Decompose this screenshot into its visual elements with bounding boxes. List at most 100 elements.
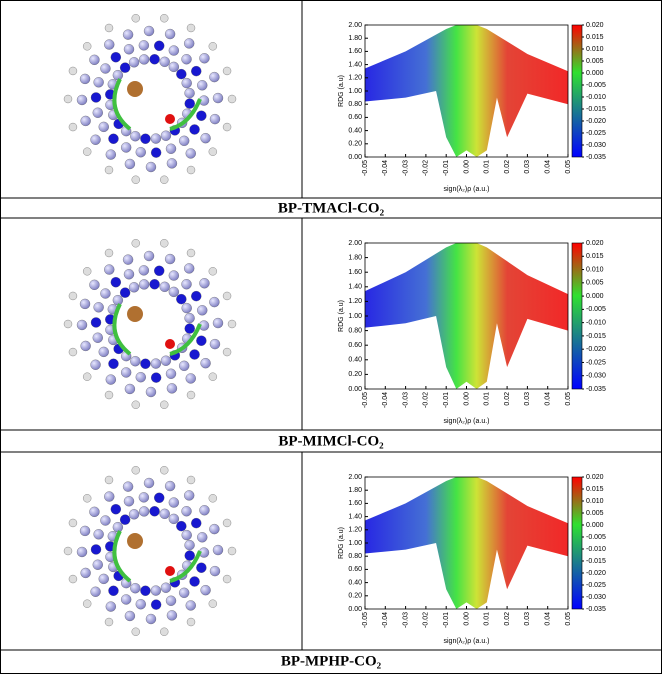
atom	[90, 359, 101, 370]
atom	[123, 269, 135, 280]
atom	[104, 165, 114, 175]
colorbar-tick-label: -0.035	[586, 606, 606, 613]
colorbar-tick-label: -0.020	[586, 570, 606, 577]
atom	[184, 490, 195, 501]
atom	[68, 574, 78, 584]
atom	[63, 546, 73, 556]
x-tick-label: -0.05	[362, 160, 369, 176]
atom	[90, 134, 101, 145]
colorbar-tick-label: -0.020	[586, 346, 606, 353]
atom	[191, 290, 202, 302]
atom	[150, 599, 162, 610]
atom	[122, 254, 134, 265]
atom	[186, 475, 196, 485]
atom	[63, 94, 73, 104]
y-tick-label: 1.60	[348, 500, 362, 507]
atom	[83, 42, 92, 51]
atom	[145, 386, 157, 398]
atom	[108, 133, 119, 144]
atom	[131, 466, 140, 475]
colorbar-tick-label: 0.005	[586, 280, 604, 287]
y-tick-label: 1.20	[348, 298, 362, 305]
y-axis-label: RDG (a.u)	[338, 300, 345, 332]
atom	[138, 40, 150, 51]
atom	[160, 175, 169, 184]
caption: BP-MIMCl-CO₂	[278, 433, 384, 449]
atom	[189, 124, 200, 135]
atom	[76, 94, 88, 106]
atom	[212, 544, 224, 556]
atom	[166, 610, 178, 621]
atom	[128, 282, 140, 293]
atom	[100, 515, 111, 526]
atom	[200, 585, 211, 596]
atom	[222, 347, 232, 357]
colorbar-tick-label: 0.010	[586, 266, 604, 273]
atom	[93, 302, 104, 313]
atom	[68, 518, 78, 528]
colorbar-tick-label: -0.020	[586, 118, 606, 125]
atom	[184, 539, 195, 551]
colorbar-tick-label: -0.035	[586, 154, 606, 161]
atom	[98, 346, 109, 358]
atom	[124, 610, 136, 622]
y-tick-label: 2.00	[348, 22, 362, 29]
atom	[160, 355, 172, 366]
interaction-surface	[112, 78, 202, 131]
atom	[209, 71, 220, 83]
y-axis-label: RDG (a.u)	[338, 75, 345, 107]
atom	[112, 295, 124, 306]
atom	[131, 239, 140, 248]
x-tick-label: -0.01	[443, 612, 450, 628]
atom	[128, 57, 140, 68]
atom	[131, 14, 140, 23]
atom	[189, 576, 200, 587]
atom	[108, 358, 119, 369]
atom	[79, 298, 91, 310]
x-tick-label: 0.02	[504, 160, 511, 174]
atom	[104, 491, 115, 502]
x-tick-label: -0.03	[402, 612, 409, 628]
atom	[92, 559, 103, 570]
atom	[184, 263, 195, 274]
atom	[181, 54, 192, 65]
atom	[76, 546, 88, 558]
atom	[80, 567, 91, 579]
colorbar-tick-label: -0.030	[586, 142, 606, 149]
x-tick-label: 0.05	[565, 612, 572, 626]
rdg-cloud	[365, 243, 568, 389]
atom	[138, 492, 150, 503]
atom	[165, 368, 177, 379]
atom	[227, 546, 237, 556]
atom	[138, 54, 150, 65]
atom	[208, 372, 217, 381]
rdg-cloud	[365, 477, 568, 609]
x-tick-label: -0.03	[402, 160, 409, 176]
atom	[166, 383, 178, 394]
atom	[154, 40, 165, 51]
x-tick-label: 0.00	[463, 160, 470, 174]
colorbar-tick-label: 0.005	[586, 510, 604, 517]
atom	[208, 42, 217, 51]
y-tick-label: 1.40	[348, 284, 362, 291]
x-tick-label: -0.01	[443, 160, 450, 176]
colorbar-tick-label: 0.000	[586, 70, 604, 77]
colorbar	[571, 242, 583, 390]
atom	[130, 583, 141, 594]
atom	[181, 77, 192, 89]
colorbar-tick-label: 0.020	[586, 22, 604, 29]
atom	[104, 39, 115, 50]
atom	[208, 599, 217, 608]
atom	[135, 147, 146, 158]
atom	[143, 25, 155, 37]
x-tick-label: -0.04	[382, 612, 389, 628]
atom	[165, 595, 177, 606]
atom	[199, 53, 210, 64]
atom	[104, 23, 114, 33]
atom	[68, 66, 78, 76]
atom	[121, 367, 132, 378]
atom	[160, 400, 169, 409]
x-tick-label: -0.02	[423, 612, 430, 628]
atom	[63, 319, 73, 329]
atom	[185, 148, 196, 159]
